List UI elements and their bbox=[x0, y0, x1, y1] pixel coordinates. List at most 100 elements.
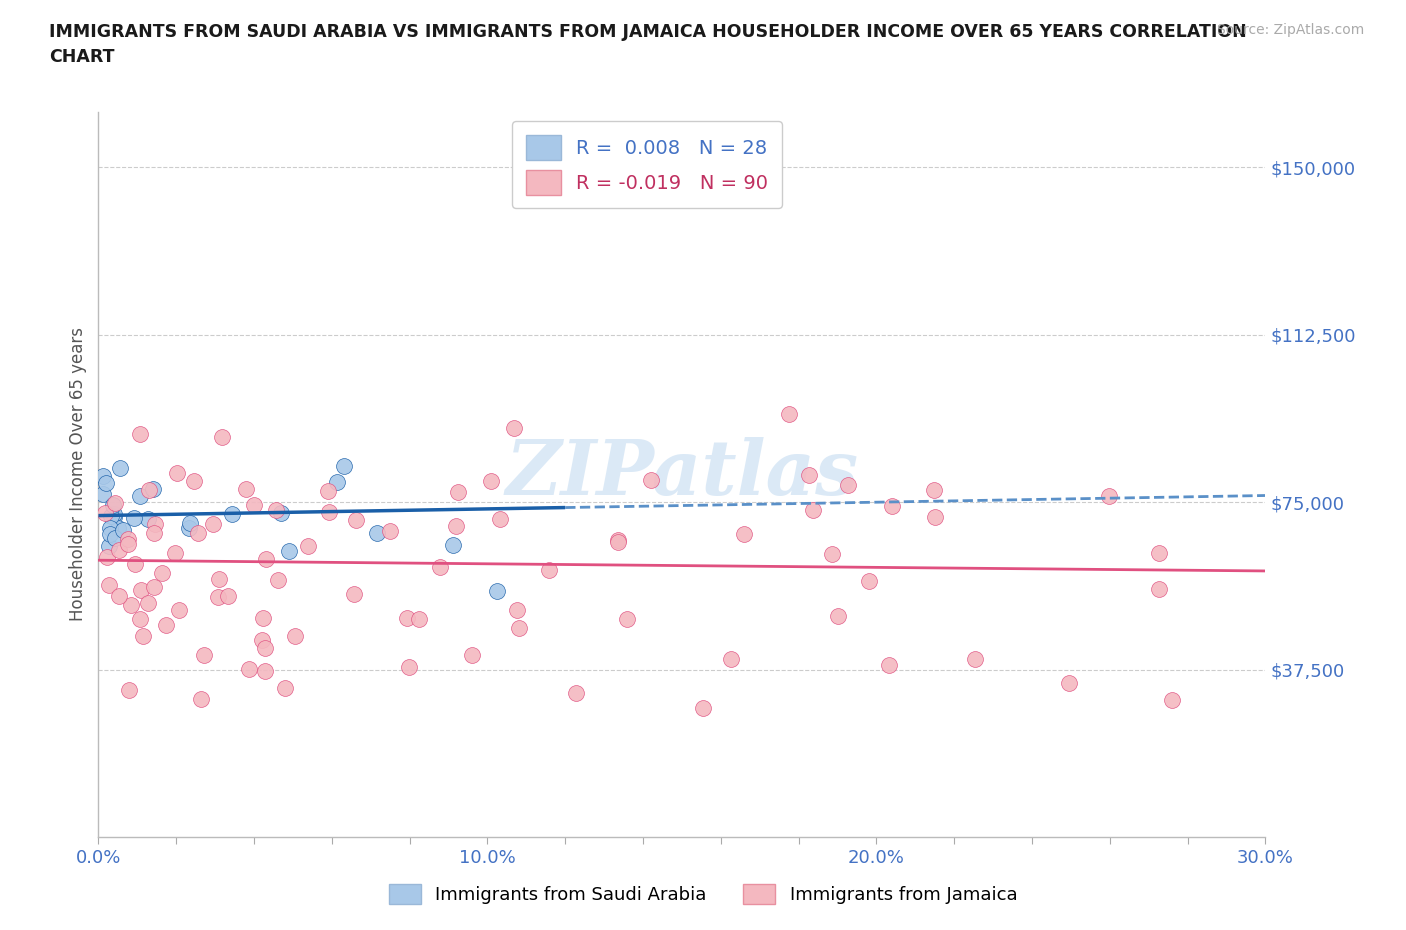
Point bbox=[254, 663, 277, 678]
Point bbox=[640, 472, 662, 487]
Point bbox=[96, 476, 118, 491]
Point bbox=[486, 584, 509, 599]
Point bbox=[252, 632, 274, 647]
Point bbox=[138, 483, 160, 498]
Point bbox=[129, 582, 152, 597]
Point bbox=[924, 510, 946, 525]
Point bbox=[93, 468, 115, 483]
Point bbox=[316, 484, 339, 498]
Point bbox=[398, 659, 420, 674]
Point bbox=[208, 571, 231, 586]
Point bbox=[94, 506, 117, 521]
Point bbox=[120, 598, 142, 613]
Point bbox=[461, 647, 484, 662]
Point bbox=[235, 482, 257, 497]
Point bbox=[243, 498, 266, 512]
Point bbox=[692, 700, 714, 715]
Point bbox=[273, 680, 295, 695]
Point bbox=[98, 578, 121, 592]
Point bbox=[142, 525, 165, 540]
Point bbox=[447, 485, 470, 499]
Point bbox=[166, 466, 188, 481]
Point bbox=[821, 546, 844, 561]
Point bbox=[183, 473, 205, 488]
Point bbox=[143, 517, 166, 532]
Point bbox=[124, 511, 146, 525]
Point bbox=[207, 590, 229, 604]
Point bbox=[837, 477, 859, 492]
Point bbox=[396, 611, 419, 626]
Point bbox=[107, 520, 129, 535]
Point bbox=[858, 573, 880, 588]
Point bbox=[129, 488, 152, 503]
Point bbox=[616, 611, 638, 626]
Point bbox=[720, 652, 742, 667]
Text: Source: ZipAtlas.com: Source: ZipAtlas.com bbox=[1216, 23, 1364, 37]
Point bbox=[93, 487, 115, 502]
Point bbox=[564, 685, 586, 700]
Point bbox=[1161, 693, 1184, 708]
Point bbox=[1098, 489, 1121, 504]
Point bbox=[103, 507, 125, 522]
Point bbox=[238, 662, 260, 677]
Point bbox=[408, 611, 430, 626]
Point bbox=[429, 559, 451, 574]
Point bbox=[155, 618, 177, 633]
Point bbox=[284, 629, 307, 644]
Point bbox=[169, 603, 191, 618]
Point bbox=[254, 641, 277, 656]
Point bbox=[98, 521, 121, 536]
Point bbox=[117, 537, 139, 551]
Point bbox=[297, 538, 319, 553]
Point bbox=[344, 512, 367, 527]
Point bbox=[179, 515, 201, 530]
Point bbox=[190, 691, 212, 706]
Point bbox=[193, 647, 215, 662]
Point bbox=[165, 545, 187, 560]
Point bbox=[446, 519, 468, 534]
Point bbox=[100, 509, 122, 524]
Point bbox=[503, 420, 526, 435]
Point bbox=[1057, 676, 1080, 691]
Point bbox=[101, 498, 124, 512]
Y-axis label: Householder Income Over 65 years: Householder Income Over 65 years bbox=[69, 327, 87, 621]
Point bbox=[441, 538, 464, 552]
Point bbox=[778, 407, 800, 422]
Point bbox=[366, 525, 388, 540]
Point bbox=[98, 538, 121, 553]
Point bbox=[1147, 582, 1170, 597]
Point bbox=[150, 565, 173, 580]
Point bbox=[187, 525, 209, 540]
Point bbox=[318, 505, 340, 520]
Point bbox=[801, 502, 824, 517]
Point bbox=[117, 531, 139, 546]
Point bbox=[827, 608, 849, 623]
Point bbox=[103, 510, 125, 525]
Point bbox=[217, 589, 239, 604]
Point bbox=[142, 482, 165, 497]
Point bbox=[98, 526, 121, 541]
Point bbox=[104, 531, 127, 546]
Text: IMMIGRANTS FROM SAUDI ARABIA VS IMMIGRANTS FROM JAMAICA HOUSEHOLDER INCOME OVER : IMMIGRANTS FROM SAUDI ARABIA VS IMMIGRAN… bbox=[49, 23, 1247, 41]
Text: ZIPatlas: ZIPatlas bbox=[505, 437, 859, 512]
Legend: R =  0.008   N = 28, R = -0.019   N = 90: R = 0.008 N = 28, R = -0.019 N = 90 bbox=[512, 121, 782, 208]
Point bbox=[343, 587, 366, 602]
Point bbox=[124, 557, 146, 572]
Point bbox=[332, 458, 354, 473]
Point bbox=[278, 543, 301, 558]
Point bbox=[880, 498, 903, 513]
Point bbox=[505, 603, 527, 618]
Point bbox=[264, 502, 287, 517]
Point bbox=[479, 473, 502, 488]
Point bbox=[108, 460, 131, 475]
Point bbox=[252, 611, 274, 626]
Point bbox=[132, 629, 155, 644]
Point bbox=[96, 550, 118, 565]
Point bbox=[136, 595, 159, 610]
Point bbox=[211, 430, 233, 445]
Point bbox=[606, 534, 628, 549]
Point bbox=[733, 526, 755, 541]
Point bbox=[378, 524, 401, 538]
Point bbox=[266, 572, 288, 587]
Point bbox=[538, 563, 561, 578]
